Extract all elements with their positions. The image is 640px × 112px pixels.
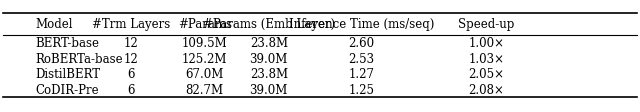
Text: DistilBERT: DistilBERT [35,68,100,81]
Text: 2.05×: 2.05× [468,68,504,81]
Text: 1.03×: 1.03× [468,52,504,65]
Text: 125.2M: 125.2M [182,52,228,65]
Text: 109.5M: 109.5M [182,37,228,50]
Text: 82.7M: 82.7M [186,83,224,96]
Text: 6: 6 [127,83,135,96]
Text: 39.0M: 39.0M [250,83,288,96]
Text: 1.25: 1.25 [349,83,374,96]
Text: RoBERTa-base: RoBERTa-base [35,52,123,65]
Text: 23.8M: 23.8M [250,37,288,50]
Text: 67.0M: 67.0M [186,68,224,81]
Text: CoDIR-Pre: CoDIR-Pre [35,83,99,96]
Text: #Params: #Params [178,18,232,31]
Text: 6: 6 [127,68,135,81]
Text: 1.27: 1.27 [349,68,374,81]
Text: 39.0M: 39.0M [250,52,288,65]
Text: 1.00×: 1.00× [468,37,504,50]
Text: 2.08×: 2.08× [468,83,504,96]
Text: 2.60: 2.60 [349,37,374,50]
Text: Inference Time (ms/seq): Inference Time (ms/seq) [289,18,435,31]
Text: #Params (Emb Layer): #Params (Emb Layer) [203,18,335,31]
Text: 12: 12 [124,37,139,50]
Text: #Trm Layers: #Trm Layers [92,18,170,31]
Text: 12: 12 [124,52,139,65]
Text: Model: Model [35,18,73,31]
Text: Speed-up: Speed-up [458,18,515,31]
Text: 23.8M: 23.8M [250,68,288,81]
Text: BERT-base: BERT-base [35,37,99,50]
Text: 2.53: 2.53 [349,52,374,65]
